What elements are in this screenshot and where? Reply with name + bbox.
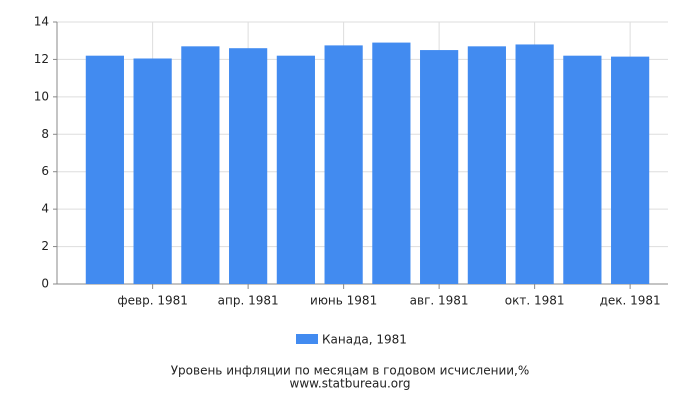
y-tick-label: 0	[41, 277, 49, 291]
bar	[515, 44, 554, 285]
x-tick-label: авг. 1981	[410, 294, 469, 308]
y-tick-label: 6	[41, 164, 49, 178]
bar	[611, 56, 650, 284]
y-tick-label: 12	[34, 52, 49, 66]
bar	[133, 58, 172, 284]
x-tick-label: апр. 1981	[218, 294, 279, 308]
bar	[229, 48, 268, 285]
bar	[563, 55, 602, 284]
x-tick-label: дек. 1981	[600, 294, 661, 308]
y-tick-label: 2	[41, 239, 49, 253]
y-tick-label: 4	[41, 202, 49, 216]
x-tick-label: февр. 1981	[117, 294, 188, 308]
bar	[85, 55, 124, 284]
chart-source: www.statbureau.org	[290, 377, 411, 391]
chart-title: Уровень инфляции по месяцам в годовом ис…	[171, 364, 530, 378]
x-tick-label: окт. 1981	[505, 294, 565, 308]
bar	[467, 46, 506, 285]
bar	[276, 55, 315, 284]
bar	[181, 46, 220, 285]
legend-swatch	[296, 334, 318, 344]
y-tick-label: 8	[41, 127, 49, 141]
y-tick-label: 14	[34, 15, 49, 29]
bar	[324, 45, 363, 285]
bar	[420, 50, 459, 285]
legend-label: Канада, 1981	[322, 333, 407, 347]
y-tick-label: 10	[34, 89, 49, 103]
bar	[372, 42, 411, 285]
x-tick-label: июнь 1981	[310, 294, 377, 308]
